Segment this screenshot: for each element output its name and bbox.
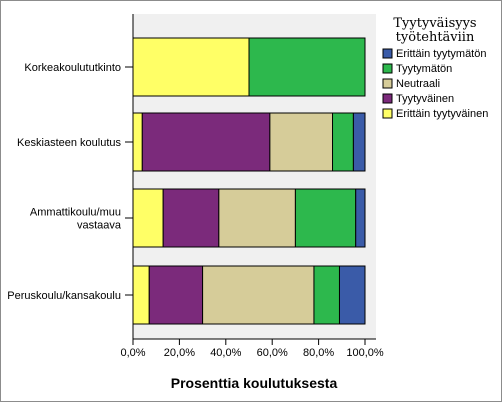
x-tick-label-4: 80,0% <box>303 347 334 359</box>
x-axis-ticks: 0,0% 20,0% 40,0% 60,0% 80,0% 100,0% <box>120 339 384 359</box>
bar-segment-3-4 <box>338 265 366 325</box>
bar-segment-3-0 <box>132 265 150 325</box>
bar-segment-2-0 <box>132 188 164 248</box>
category-label-2-line-0: Ammattikoulu/muu <box>30 207 121 219</box>
bar-segment-3-3 <box>313 265 340 325</box>
x-tick-label-0: 0,0% <box>120 347 145 359</box>
bar-segment-2-2 <box>218 188 296 248</box>
x-tick-label-1: 20,0% <box>164 347 195 359</box>
bar-segment-0-0 <box>132 37 250 97</box>
legend-label-1: Tyytymätön <box>396 63 452 75</box>
x-axis-title: Prosenttia koulutuksesta <box>171 375 338 391</box>
legend-label-0: Erittäin tyytymätön <box>396 48 486 60</box>
x-tick-label-5: 100,0% <box>346 347 384 359</box>
category-label-3-line-0: Peruskoulu/kansakoulu <box>7 290 121 302</box>
x-tick-label-3: 60,0% <box>257 347 288 359</box>
category-label-2-line-1: vastaava <box>77 220 122 232</box>
bar-segment-1-3 <box>332 112 354 172</box>
bar-segment-1-4 <box>352 112 366 172</box>
category-label-0-line-0: Korkeakoulututkinto <box>24 62 121 74</box>
category-labels: Korkeakoulututkinto Keskiasteen koulutus A… <box>7 62 133 302</box>
x-tick-label-2: 40,0% <box>210 347 241 359</box>
bars-group <box>132 37 366 325</box>
legend-swatch-3 <box>382 93 393 104</box>
bar-segment-1-1 <box>141 112 271 172</box>
category-label-1-line-0: Keskiasteen koulutus <box>17 137 121 149</box>
bar-segment-2-1 <box>162 188 220 248</box>
bar-segment-3-1 <box>148 265 204 325</box>
bar-segment-2-4 <box>355 188 366 248</box>
legend-title-line-2: työtehtäviin <box>396 30 475 45</box>
bar-segment-1-2 <box>269 112 334 172</box>
legend-label-4: Erittäin tyytyväinen <box>396 108 488 120</box>
legend-items: Erittäin tyytymätön Tyytymätön Neutraali Ty… <box>382 48 488 120</box>
legend: Tyytyväisyys työtehtäviin Erittäin tyyty… <box>382 16 488 120</box>
legend-swatch-0 <box>382 48 393 59</box>
bar-segment-0-3 <box>248 37 366 97</box>
legend-swatch-4 <box>382 108 393 119</box>
legend-swatch-1 <box>382 63 393 74</box>
bar-segment-1-0 <box>132 112 143 172</box>
legend-swatch-2 <box>382 78 393 89</box>
legend-title-line-1: Tyytyväisyys <box>393 16 476 31</box>
legend-label-3: Tyytyväinen <box>396 93 454 105</box>
legend-label-2: Neutraali <box>396 78 440 90</box>
bar-segment-3-2 <box>202 265 315 325</box>
bar-segment-2-3 <box>294 188 357 248</box>
